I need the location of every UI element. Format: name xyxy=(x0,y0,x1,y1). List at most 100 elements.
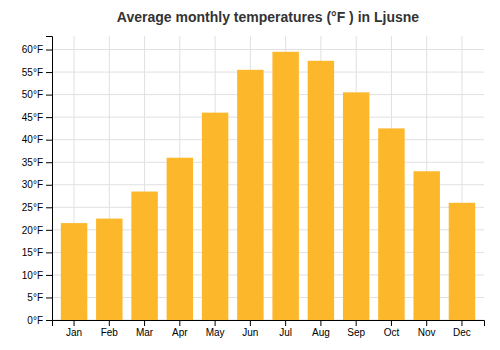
x-tick-label: Jul xyxy=(279,327,292,338)
x-tick-mark xyxy=(144,320,145,326)
y-tick: 30°F xyxy=(22,179,52,190)
y-tick-mark xyxy=(46,50,52,51)
x-tick-label: Nov xyxy=(418,327,436,338)
x-tick: Apr xyxy=(172,320,188,338)
x-tick: Jun xyxy=(242,320,258,338)
x-axis: Jan Feb Mar Apr May Jun Jul Aug Sep Oct Nov Dec xyxy=(53,320,485,338)
y-tick-mark xyxy=(46,230,52,231)
y-tick-mark xyxy=(46,117,52,118)
x-tick-label: Jun xyxy=(242,327,258,338)
y-tick-mark xyxy=(46,185,52,186)
x-tick: Dec xyxy=(453,320,471,338)
x-axis-line xyxy=(53,321,485,327)
x-tick-mark xyxy=(250,320,251,326)
y-tick-label: 40°F xyxy=(22,134,43,145)
y-tick-mark xyxy=(46,207,52,208)
x-tick-label: Dec xyxy=(453,327,471,338)
bar xyxy=(237,70,263,320)
bar xyxy=(131,192,157,320)
y-tick-mark xyxy=(46,297,52,298)
chart-container: Jan Feb Mar Apr May Jun Jul Aug Sep Oct Nov Dec 0°F 5… xyxy=(0,0,500,350)
x-tick-label: Sep xyxy=(347,327,365,338)
x-tick-mark xyxy=(426,320,427,326)
y-tick-label: 35°F xyxy=(22,157,43,168)
y-tick: 5°F xyxy=(27,292,52,303)
y-tick: 55°F xyxy=(22,67,52,78)
chart: Jan Feb Mar Apr May Jun Jul Aug Sep Oct Nov Dec 0°F 5… xyxy=(0,0,500,350)
y-axis: 0°F 5°F 10°F 15°F 20°F 25°F 30°F 35°F 40°F 45°F 50… xyxy=(22,37,53,326)
y-tick: 20°F xyxy=(22,225,52,236)
y-tick-label: 15°F xyxy=(22,247,43,258)
y-tick: 25°F xyxy=(22,202,52,213)
y-tick: 60°F xyxy=(22,44,52,55)
y-tick-mark xyxy=(46,72,52,73)
grid-line xyxy=(52,117,484,118)
bars xyxy=(61,52,475,320)
x-tick-label: Aug xyxy=(312,327,330,338)
x-tick: Nov xyxy=(418,320,436,338)
x-tick: Sep xyxy=(347,320,365,338)
grid-line xyxy=(52,94,484,95)
y-tick-mark xyxy=(46,252,52,253)
y-tick-label: 25°F xyxy=(22,202,43,213)
grid-line xyxy=(52,49,484,50)
bar xyxy=(343,92,369,320)
x-tick: Jan xyxy=(66,320,82,338)
bar xyxy=(308,61,334,320)
y-tick: 45°F xyxy=(22,112,52,123)
x-tick: May xyxy=(206,320,225,338)
x-tick-label: Apr xyxy=(172,327,188,338)
bar xyxy=(61,223,87,320)
bar xyxy=(449,203,475,320)
y-tick-label: 20°F xyxy=(22,225,43,236)
x-tick: Feb xyxy=(101,320,119,338)
x-tick-label: May xyxy=(206,327,225,338)
y-tick: 0°F xyxy=(27,315,52,326)
grid xyxy=(52,36,484,320)
y-tick: 35°F xyxy=(22,157,52,168)
x-tick-mark xyxy=(74,320,75,326)
bar xyxy=(413,171,439,320)
y-tick-label: 30°F xyxy=(22,179,43,190)
y-tick-label: 55°F xyxy=(22,67,43,78)
y-tick: 10°F xyxy=(22,270,52,281)
y-tick-label: 45°F xyxy=(22,112,43,123)
x-tick-mark xyxy=(285,320,286,326)
y-tick-label: 50°F xyxy=(22,89,43,100)
x-tick-label: Mar xyxy=(136,327,154,338)
bar xyxy=(272,52,298,320)
y-tick-mark xyxy=(46,162,52,163)
bar xyxy=(202,113,228,320)
x-tick-mark xyxy=(320,320,321,326)
x-tick: Aug xyxy=(312,320,330,338)
bar xyxy=(96,219,122,320)
y-tick-label: 60°F xyxy=(22,44,43,55)
x-tick-mark xyxy=(179,320,180,326)
x-tick-label: Jan xyxy=(66,327,82,338)
y-tick: 15°F xyxy=(22,247,52,258)
y-tick: 50°F xyxy=(22,89,52,100)
y-tick-mark xyxy=(46,95,52,96)
x-tick-label: Feb xyxy=(101,327,119,338)
plot-area: Jan Feb Mar Apr May Jun Jul Aug Sep Oct Nov Dec 0°F 5… xyxy=(22,36,485,338)
y-axis-line xyxy=(46,37,53,321)
title: Average monthly temperatures (°F ) in Lj… xyxy=(117,9,419,25)
y-tick-mark xyxy=(46,140,52,141)
x-tick-mark xyxy=(391,320,392,326)
bar xyxy=(167,158,193,320)
x-tick-mark xyxy=(461,320,462,326)
y-tick-label: 10°F xyxy=(22,270,43,281)
y-tick-label: 0°F xyxy=(27,315,43,326)
y-tick-mark xyxy=(46,320,52,321)
y-tick-mark xyxy=(46,275,52,276)
x-tick-mark xyxy=(215,320,216,326)
y-tick: 40°F xyxy=(22,134,52,145)
x-tick-mark xyxy=(356,320,357,326)
y-tick-label: 5°F xyxy=(27,292,43,303)
x-tick: Oct xyxy=(384,320,400,338)
bar xyxy=(378,128,404,320)
x-tick: Mar xyxy=(136,320,154,338)
grid-line xyxy=(52,162,484,163)
x-tick-mark xyxy=(109,320,110,326)
grid-line xyxy=(52,72,484,73)
